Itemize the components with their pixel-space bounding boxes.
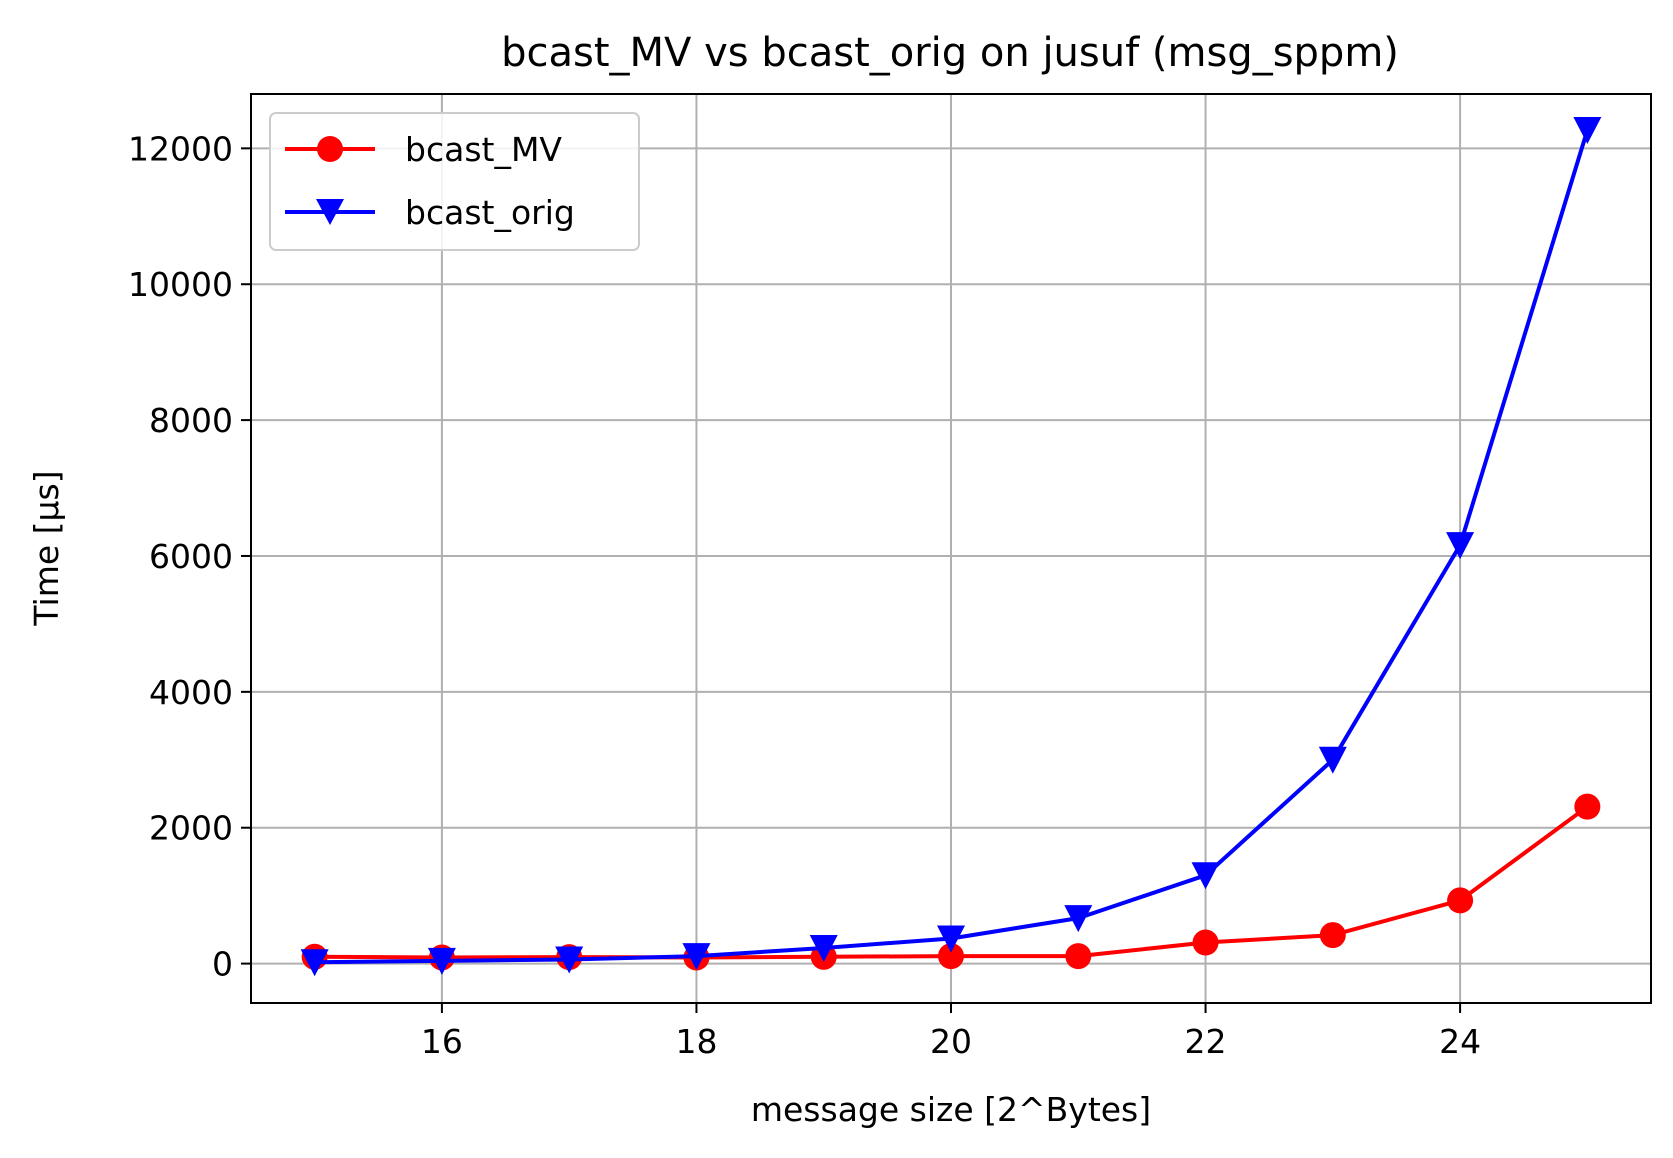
y-tick-label: 10000 bbox=[128, 265, 233, 304]
data-point-bcast-orig bbox=[1446, 532, 1475, 560]
data-point-bcast-orig bbox=[300, 949, 329, 977]
grid bbox=[251, 94, 1651, 1003]
legend-label-bcast-mv: bcast_MV bbox=[405, 130, 562, 169]
y-tick-label: 4000 bbox=[149, 673, 233, 712]
y-tick-label: 0 bbox=[212, 945, 233, 984]
series-bcast-orig bbox=[300, 117, 1602, 977]
data-point-bcast-mv bbox=[1192, 929, 1219, 956]
x-tick-label: 16 bbox=[421, 1022, 463, 1061]
data-point-bcast-orig bbox=[1064, 905, 1093, 933]
x-tick-label: 24 bbox=[1439, 1022, 1481, 1061]
data-point-bcast-orig bbox=[1318, 746, 1347, 774]
legend-marker-bcast-mv bbox=[317, 136, 343, 162]
legend: bcast_MV bcast_orig bbox=[269, 112, 640, 251]
data-point-bcast-orig bbox=[682, 943, 711, 971]
data-point-bcast-orig bbox=[1191, 862, 1220, 890]
x-tick-label: 18 bbox=[675, 1022, 717, 1061]
y-tick-label: 2000 bbox=[149, 809, 233, 848]
chart-title: bcast_MV vs bcast_orig on jusuf (msg_spp… bbox=[501, 30, 1399, 76]
data-point-bcast-orig bbox=[1573, 117, 1602, 145]
data-point-bcast-mv bbox=[1447, 887, 1474, 914]
y-axis-label: Time [µs] bbox=[27, 470, 66, 626]
plot-frame bbox=[250, 93, 1652, 1004]
series-group bbox=[300, 117, 1602, 977]
y-tick-label: 8000 bbox=[149, 401, 233, 440]
y-tick-label: 6000 bbox=[149, 537, 233, 576]
data-point-bcast-mv bbox=[1065, 943, 1092, 970]
x-tick-label: 20 bbox=[930, 1022, 972, 1061]
data-point-bcast-orig bbox=[937, 925, 965, 953]
axis-ticks: 16 18 20 22 24 0 2000 4000 6000 8000 10000 12000 bbox=[128, 129, 1481, 1061]
data-point-bcast-mv bbox=[1574, 793, 1601, 820]
x-axis-label: message size [2^Bytes] bbox=[751, 1090, 1151, 1129]
data-point-bcast-mv bbox=[1319, 922, 1346, 949]
legend-marker-bcast-orig bbox=[316, 199, 344, 225]
legend-label-bcast-orig: bcast_orig bbox=[405, 193, 575, 232]
x-tick-label: 22 bbox=[1185, 1022, 1227, 1061]
y-tick-label: 12000 bbox=[128, 129, 233, 168]
data-point-bcast-orig bbox=[809, 934, 838, 962]
data-point-bcast-mv bbox=[938, 943, 964, 970]
data-point-bcast-orig bbox=[555, 946, 584, 974]
data-point-bcast-orig bbox=[427, 947, 456, 975]
